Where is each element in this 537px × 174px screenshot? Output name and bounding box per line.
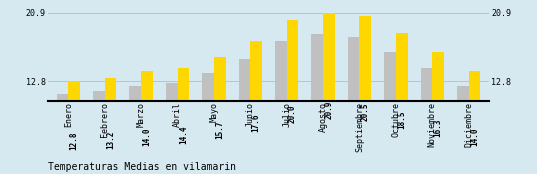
Bar [57, 94, 68, 174]
Bar [469, 71, 480, 174]
Bar [359, 16, 371, 174]
Bar [202, 73, 214, 174]
Text: 16.3: 16.3 [433, 118, 442, 137]
Bar [166, 82, 178, 174]
Bar [141, 71, 153, 174]
Text: 14.0: 14.0 [142, 127, 151, 146]
Text: Temperaturas Medias en vilamarin: Temperaturas Medias en vilamarin [48, 162, 236, 172]
Bar [420, 68, 432, 174]
Bar [348, 37, 359, 174]
Bar [311, 34, 323, 174]
Text: 17.6: 17.6 [252, 113, 260, 132]
Text: 13.2: 13.2 [106, 130, 115, 149]
Bar [68, 81, 80, 174]
Bar [432, 52, 444, 174]
Text: 18.5: 18.5 [397, 110, 406, 129]
Text: 15.7: 15.7 [215, 121, 224, 139]
Bar [250, 41, 262, 174]
Bar [384, 52, 396, 174]
Text: 14.4: 14.4 [179, 126, 188, 144]
Text: 20.0: 20.0 [288, 104, 297, 123]
Text: 20.5: 20.5 [361, 102, 370, 121]
Bar [214, 57, 226, 174]
Text: 20.9: 20.9 [324, 101, 333, 119]
Bar [129, 85, 141, 174]
Bar [93, 92, 105, 174]
Text: 14.0: 14.0 [470, 127, 479, 146]
Bar [105, 78, 117, 174]
Bar [287, 21, 299, 174]
Bar [275, 41, 287, 174]
Text: 12.8: 12.8 [70, 132, 78, 150]
Bar [457, 85, 469, 174]
Bar [238, 59, 250, 174]
Bar [178, 68, 189, 174]
Bar [323, 13, 335, 174]
Bar [396, 33, 408, 174]
